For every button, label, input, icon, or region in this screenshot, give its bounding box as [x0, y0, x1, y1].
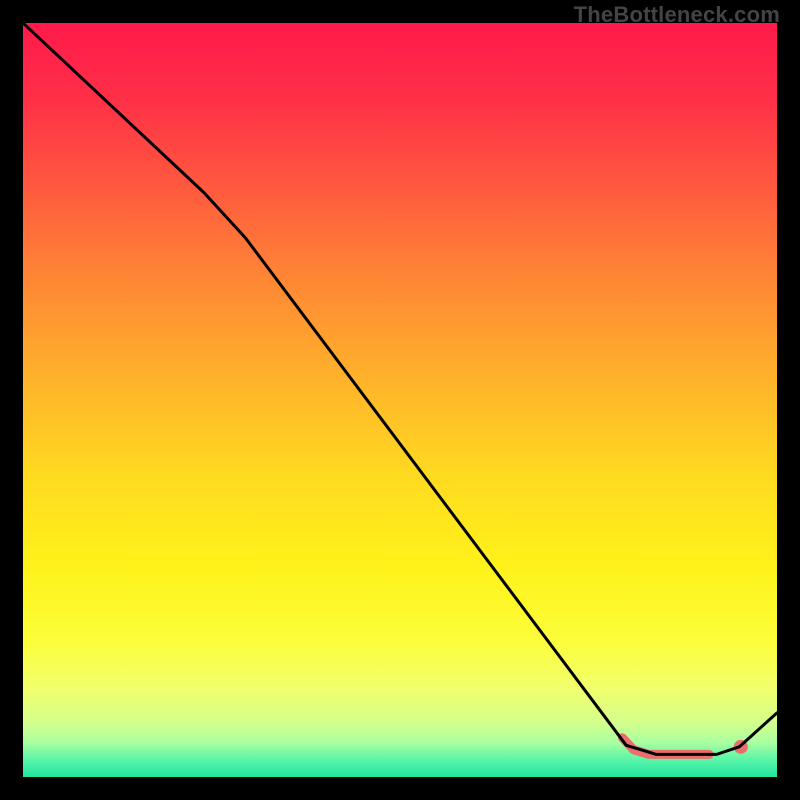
- plot-area: [23, 23, 777, 777]
- frame: TheBottleneck.com: [0, 0, 800, 800]
- performance-curve: [23, 23, 777, 754]
- curve-layer: [23, 23, 777, 777]
- attribution-label: TheBottleneck.com: [574, 2, 780, 28]
- curve-highlight: [622, 738, 709, 755]
